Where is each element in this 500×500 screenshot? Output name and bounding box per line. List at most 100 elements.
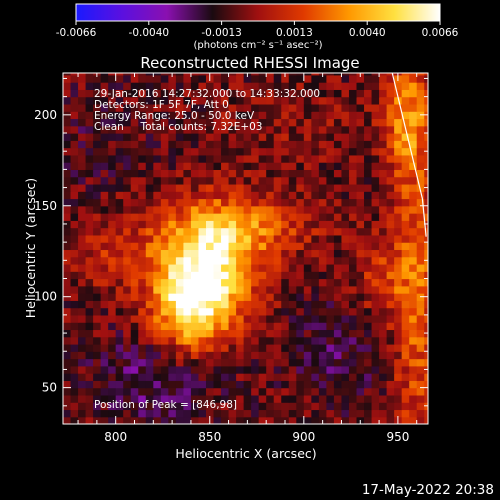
heatmap-cell xyxy=(228,89,237,98)
heatmap-cell xyxy=(228,73,237,76)
heatmap-cell xyxy=(303,329,312,338)
heatmap-cell xyxy=(175,125,185,134)
heatmap-cell xyxy=(228,176,237,185)
heatmap-cell xyxy=(70,300,79,309)
heatmap-cell xyxy=(100,293,109,301)
heatmap-cell xyxy=(85,387,94,396)
heatmap-cell xyxy=(145,213,154,221)
heatmap-cell xyxy=(63,176,72,185)
heatmap-cell xyxy=(266,343,275,352)
heatmap-cell xyxy=(296,365,305,374)
heatmap-cell xyxy=(138,133,147,141)
heatmap-cell xyxy=(236,242,245,251)
heatmap-cell xyxy=(281,213,290,221)
heatmap-cell xyxy=(273,416,282,424)
heatmap-cell xyxy=(386,416,395,424)
heatmap-cell xyxy=(63,394,72,403)
heatmap-cell xyxy=(288,96,297,105)
heatmap-cell xyxy=(190,227,200,236)
heatmap-cell xyxy=(183,111,192,120)
heatmap-cell xyxy=(333,329,343,338)
heatmap-cell xyxy=(379,96,388,105)
heatmap-cell xyxy=(85,380,94,389)
heatmap-cell xyxy=(123,169,132,178)
heatmap-cell xyxy=(251,118,260,127)
heatmap-cell xyxy=(364,307,373,316)
heatmap-cell xyxy=(123,242,132,251)
heatmap-cell xyxy=(85,198,94,207)
heatmap-cell xyxy=(281,343,290,352)
heatmap-cell xyxy=(266,314,275,323)
heatmap-cell xyxy=(296,205,305,214)
heatmap-cell xyxy=(401,133,410,141)
heatmap-cell xyxy=(85,111,94,120)
heatmap-cell xyxy=(198,169,207,178)
heatmap-cell xyxy=(273,336,282,345)
heatmap-cell xyxy=(251,402,260,411)
heatmap-cell xyxy=(138,191,147,200)
heatmap-cell xyxy=(243,118,252,127)
heatmap-cell xyxy=(153,140,162,149)
heatmap-cell xyxy=(348,358,358,367)
heatmap-cell xyxy=(138,176,147,185)
heatmap-cell xyxy=(183,380,192,389)
heatmap-cell xyxy=(243,285,252,294)
heatmap-cell xyxy=(318,256,328,265)
heatmap-cell xyxy=(394,118,403,127)
heatmap-cell xyxy=(371,140,380,149)
heatmap-cell xyxy=(333,198,343,207)
heatmap-cell xyxy=(78,293,87,301)
heatmap-cell xyxy=(243,242,252,251)
heatmap-cell xyxy=(243,351,252,360)
heatmap-cell xyxy=(168,256,177,265)
heatmap-cell xyxy=(326,329,335,338)
heatmap-cell xyxy=(266,89,275,98)
heatmap-cell xyxy=(394,351,403,360)
heatmap-cell xyxy=(175,358,185,367)
heatmap-cell xyxy=(258,351,267,360)
heatmap-cell xyxy=(160,133,169,141)
heatmap-cell xyxy=(416,89,425,98)
heatmap-cell xyxy=(348,183,358,192)
heatmap-cell xyxy=(386,220,395,229)
heatmap-cell xyxy=(100,249,109,258)
heatmap-cell xyxy=(115,227,124,236)
heatmap-cell xyxy=(63,74,72,83)
heatmap-cell xyxy=(341,103,350,112)
heatmap-cell xyxy=(228,103,237,112)
colorbar-tick-label: 0.0066 xyxy=(422,27,459,39)
heatmap-cell xyxy=(205,278,215,287)
heatmap-cell xyxy=(78,133,87,141)
heatmap-cell xyxy=(85,82,94,90)
heatmap-cell xyxy=(228,125,237,134)
heatmap-cell xyxy=(409,365,418,374)
heatmap-cell xyxy=(311,73,320,76)
heatmap-cell xyxy=(251,242,260,251)
heatmap-cell xyxy=(130,191,139,200)
heatmap-cell xyxy=(93,133,102,141)
heatmap-cell xyxy=(326,285,335,294)
heatmap-cell xyxy=(273,213,282,221)
heatmap-cell xyxy=(108,227,117,236)
heatmap-cell xyxy=(281,242,290,251)
heatmap-cell xyxy=(115,322,124,331)
heatmap-cell xyxy=(416,394,425,403)
heatmap-cell xyxy=(85,256,94,265)
heatmap-cell xyxy=(236,351,245,360)
heatmap-cell xyxy=(78,343,87,352)
heatmap-cell xyxy=(100,89,109,98)
heatmap-cell xyxy=(401,394,410,403)
heatmap-cell xyxy=(311,154,320,163)
heatmap-cell xyxy=(394,89,403,98)
heatmap-cell xyxy=(160,73,169,76)
heatmap-cell xyxy=(311,373,320,381)
heatmap-cell xyxy=(123,74,132,83)
heatmap-cell xyxy=(273,169,282,178)
heatmap-cell xyxy=(409,227,418,236)
heatmap-cell xyxy=(364,336,373,345)
heatmap-cell xyxy=(213,343,222,352)
heatmap-cell xyxy=(205,220,215,229)
heatmap-cell xyxy=(341,176,350,185)
heatmap-cell xyxy=(130,96,139,105)
heatmap-cell xyxy=(311,336,320,345)
